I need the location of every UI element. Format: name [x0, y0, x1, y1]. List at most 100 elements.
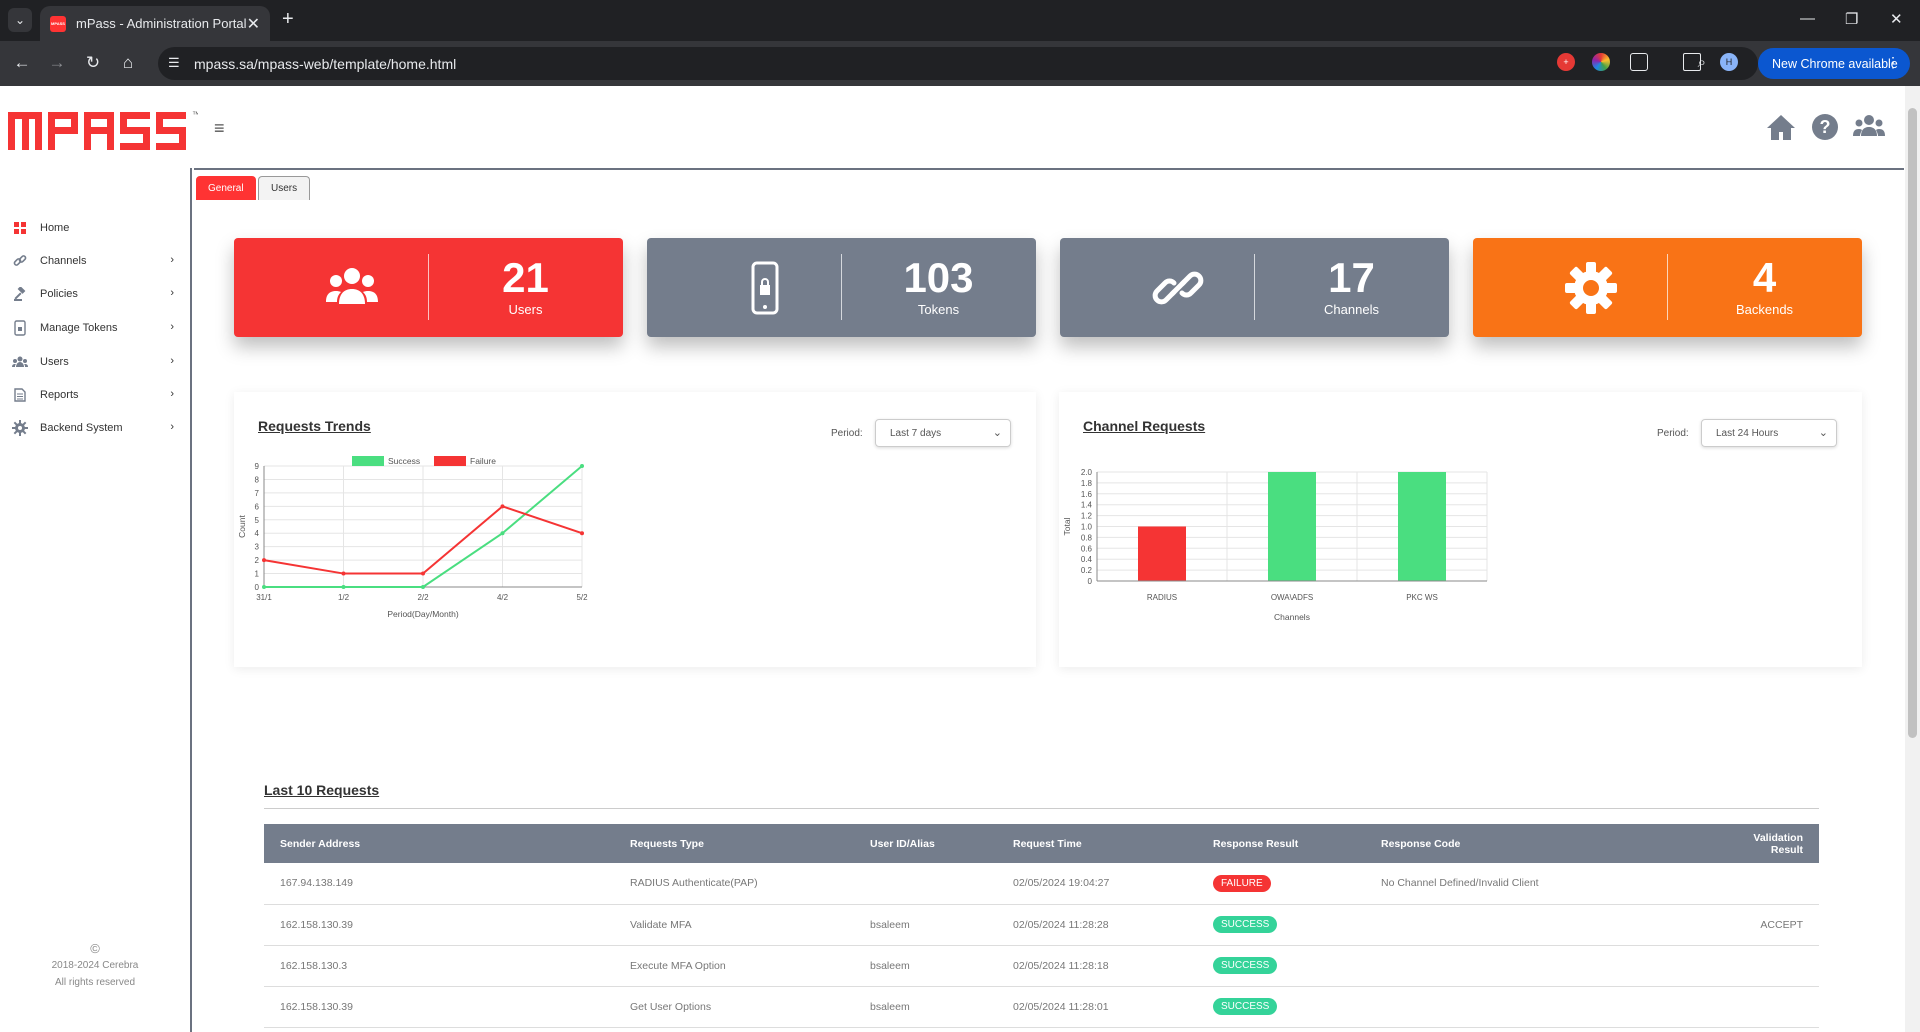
y-tick-label: 1.4 [1081, 501, 1093, 510]
data-point[interactable] [500, 504, 505, 509]
table-row[interactable]: 167.94.138.149 RADIUS Authenticate(PAP) 02… [264, 863, 1819, 905]
table-header-row: Sender Address Requests Type User ID/Alias… [264, 824, 1819, 863]
browser-tab[interactable]: MPASS mPass - Administration Portal ✕ [40, 6, 270, 41]
column-header[interactable]: User ID/Alias [854, 824, 997, 863]
zoom-icon[interactable]: ⌕ [1697, 54, 1706, 71]
stat-card-backends[interactable]: 4 Backends [1473, 238, 1862, 337]
sidebar-item-channels[interactable]: Channels › [0, 246, 190, 276]
y-tick-label: 1 [255, 570, 260, 579]
legend-swatch [352, 456, 384, 466]
tab-search-button[interactable]: ⌄ [8, 8, 32, 32]
data-point[interactable] [421, 571, 425, 576]
table-cell-result: SUCCESS [1197, 945, 1365, 987]
table-row[interactable]: 162.158.130.39 Get User Options bsaleem 02/… [264, 986, 1819, 1028]
channels-period-select[interactable]: Last 24 Hours ⌄ [1701, 419, 1837, 447]
y-tick-label: 0 [1088, 577, 1093, 586]
table-cell-result: SUCCESS [1197, 904, 1365, 946]
site-info-icon[interactable]: ☰ [168, 55, 180, 70]
users-icon[interactable] [1852, 110, 1886, 144]
data-point[interactable] [341, 571, 346, 576]
back-icon[interactable]: ← [13, 53, 31, 72]
requests-trends-chart: 0 1 2 3 4 5 6 7 8 9 31/1 1/2 2/2 4/2 5/2 Success Failure… [237, 456, 588, 619]
sidebar-item-users[interactable]: Users › [0, 347, 190, 377]
last-requests-panel: Last 10 Requests Sender Address Requests … [248, 760, 1833, 1032]
scrollbar[interactable] [1905, 86, 1920, 1032]
extensions-puzzle-icon[interactable] [1630, 53, 1648, 71]
column-header[interactable]: Sender Address [264, 824, 614, 863]
sidebar-item-policies[interactable]: Policies › [0, 279, 190, 309]
home-icon[interactable] [1764, 110, 1798, 144]
close-tab-icon[interactable]: ✕ [246, 15, 260, 33]
trends-period-select[interactable]: Last 7 days ⌄ [875, 419, 1011, 447]
hamburger-menu-icon[interactable]: ≡ [214, 118, 225, 138]
data-point[interactable] [421, 585, 425, 589]
favicon-icon: MPASS [50, 15, 66, 32]
bar[interactable] [1268, 472, 1316, 581]
y-axis-label: Total [1062, 517, 1072, 535]
gavel-icon [12, 286, 28, 302]
column-header[interactable]: Validation Result [1710, 824, 1819, 863]
table-row[interactable]: 162.158.130.39 Validate MFA bsaleem 02/05/2… [264, 904, 1819, 946]
home-icon[interactable]: ⌂ [122, 53, 134, 72]
data-point[interactable] [580, 464, 584, 468]
color-extension-icon[interactable] [1592, 53, 1610, 71]
close-window-icon[interactable]: ✕ [1890, 11, 1903, 28]
column-header[interactable]: Requests Type [614, 824, 854, 863]
stat-value: 4 [1752, 254, 1777, 301]
scrollbar-thumb[interactable] [1908, 108, 1917, 738]
menu-dots-icon[interactable]: ⋮ [1886, 54, 1900, 70]
reload-icon[interactable]: ↻ [85, 53, 101, 72]
side-panel-icon[interactable] [1683, 53, 1701, 71]
trademark-mark: ™ [192, 110, 198, 119]
help-icon[interactable]: ? [1808, 110, 1842, 144]
bar[interactable] [1138, 526, 1186, 582]
grid-icon [12, 220, 28, 236]
column-header[interactable]: Response Code [1365, 824, 1710, 863]
table-cell-time: 02/05/2024 11:28:28 [997, 904, 1197, 946]
card-divider [428, 254, 429, 320]
sidebar-item-home[interactable]: Home [0, 213, 190, 243]
new-tab-button[interactable]: + [282, 8, 294, 30]
column-header[interactable]: Response Result [1197, 824, 1365, 863]
sidebar-item-backend-system[interactable]: Backend System › [0, 413, 190, 443]
data-point[interactable] [500, 531, 505, 536]
minimize-icon[interactable]: — [1800, 10, 1815, 27]
stat-card-users[interactable]: 21 Users [234, 238, 623, 337]
forward-icon[interactable]: → [48, 53, 66, 72]
table-row[interactable]: 162.158.130.3 Execute MFA Option bsaleem 02… [264, 945, 1819, 987]
period-label: Period: [1657, 428, 1689, 439]
bar[interactable] [1398, 472, 1446, 581]
extension-icon[interactable]: + [1557, 53, 1575, 71]
card-divider [1254, 254, 1255, 320]
address-bar[interactable]: ☰ mpass.sa/mpass-web/template/home.html … [158, 47, 1758, 80]
new-chrome-button[interactable]: New Chrome available ⋮ [1758, 48, 1910, 79]
table-cell-code: No Channel Defined/Invalid Client [1365, 863, 1710, 905]
table-cell-sender: 162.158.130.3 [264, 945, 614, 987]
sidebar-item-manage-tokens[interactable]: Manage Tokens › [0, 313, 190, 343]
mpass-logo: ™ [8, 110, 198, 150]
stat-card-channels[interactable]: 17 Channels [1060, 238, 1449, 337]
stat-card-tokens[interactable]: 103 Tokens [647, 238, 1036, 337]
data-point[interactable] [262, 558, 266, 563]
table-cell-validation: ACCEPT [1710, 904, 1819, 946]
last-requests-title: Last 10 Requests [264, 782, 380, 798]
url-text[interactable]: mpass.sa/mpass-web/template/home.html [194, 56, 457, 72]
sidebar-item-reports[interactable]: Reports › [0, 380, 190, 410]
restore-icon[interactable]: ❐ [1845, 11, 1859, 28]
tab-general[interactable]: General [196, 176, 256, 200]
x-tick-label: 1/2 [338, 593, 350, 602]
tab-users[interactable]: Users [258, 176, 311, 200]
profile-avatar[interactable]: H [1720, 53, 1738, 71]
link-icon [1152, 271, 1204, 305]
y-tick-label: 1.8 [1081, 479, 1093, 488]
data-point[interactable] [262, 585, 266, 589]
table-cell-validation [1710, 945, 1819, 987]
main-content: General Users 21 Users 103 Tokens 17 Cha… [194, 168, 1904, 1032]
sidebar-item-label: Home [40, 222, 70, 234]
x-axis-label: Channels [1274, 612, 1310, 622]
data-point[interactable] [341, 585, 346, 589]
table-cell-time: 02/05/2024 19:04:27 [997, 863, 1197, 905]
table-cell-validation [1710, 986, 1819, 1028]
data-point[interactable] [580, 531, 584, 536]
column-header[interactable]: Request Time [997, 824, 1197, 863]
